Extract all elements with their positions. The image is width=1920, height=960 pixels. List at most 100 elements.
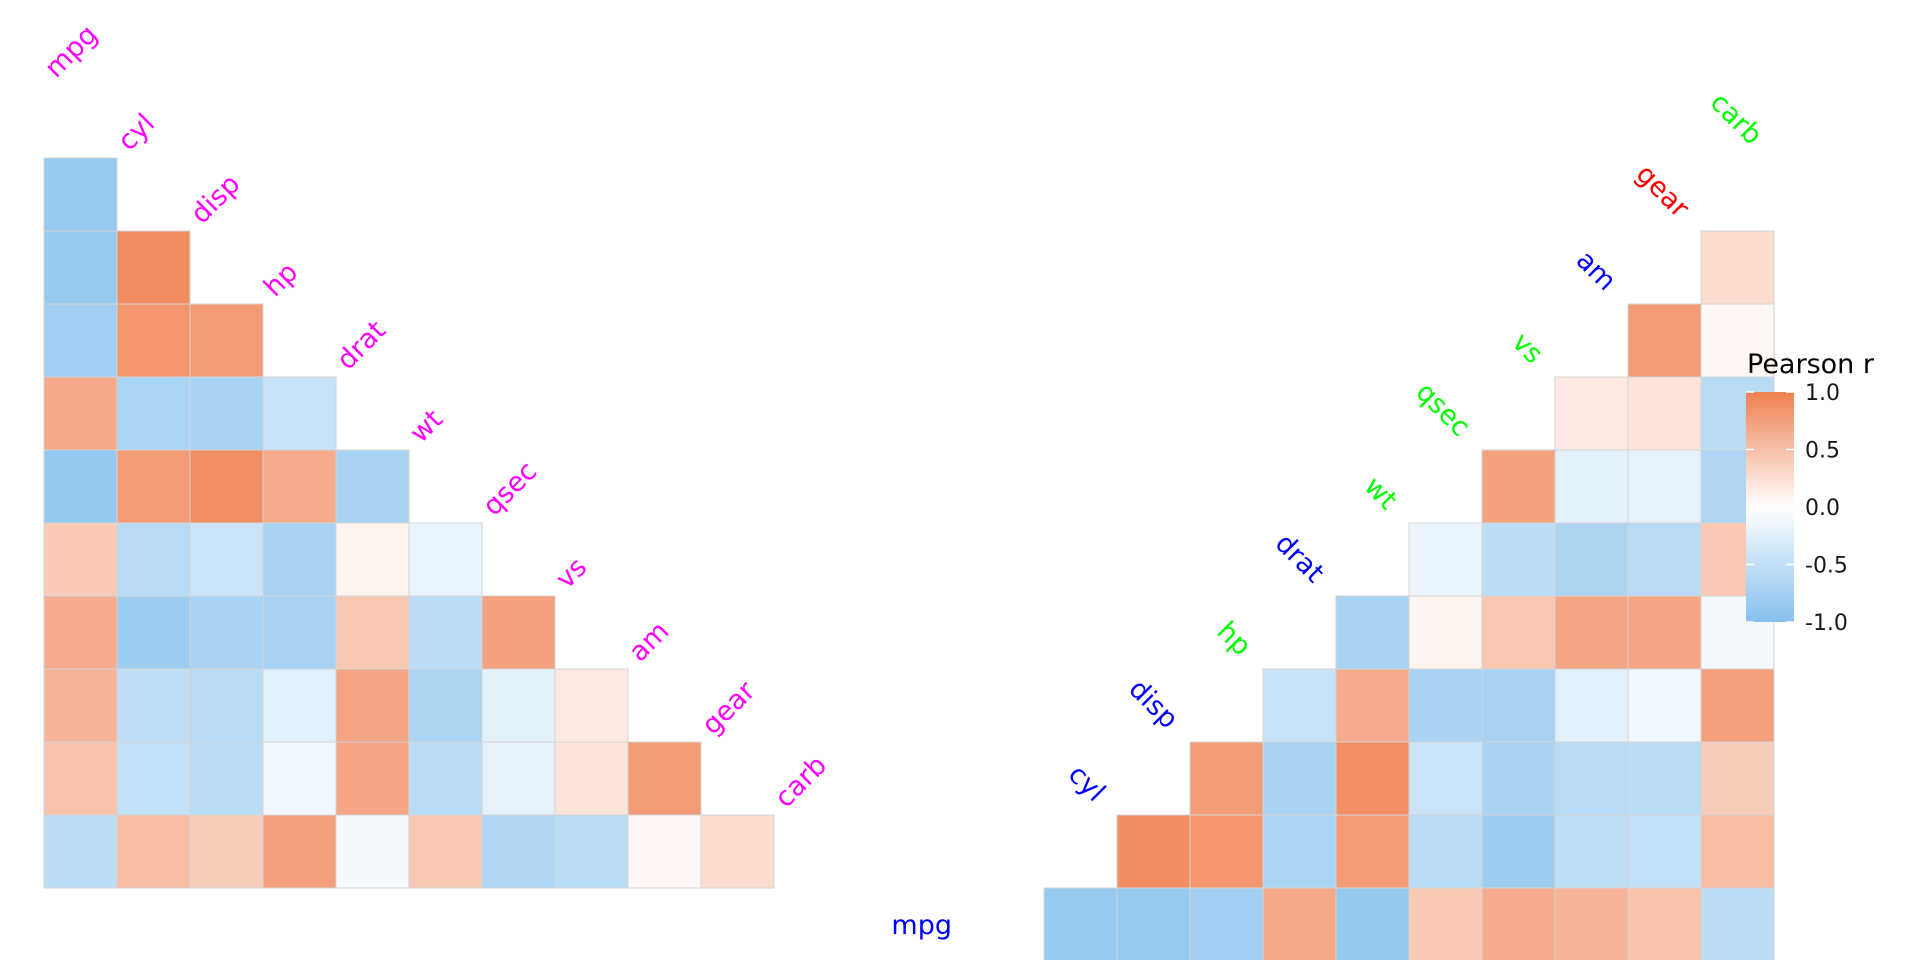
left-cell-carb-am	[627, 814, 702, 889]
left-cell-drat-mpg	[43, 376, 118, 451]
right-cell-wt-gear	[1627, 522, 1702, 597]
right-cell-cyl-am	[1554, 814, 1629, 889]
left-cell-gear-drat	[335, 741, 410, 816]
left-label-carb: carb	[769, 750, 833, 814]
right-cell-am-gear	[1627, 303, 1702, 378]
right-cell-am-carb	[1700, 303, 1775, 378]
left-cell-qsec-mpg	[43, 522, 118, 597]
left-cell-hp-mpg	[43, 303, 118, 378]
left-cell-drat-hp	[262, 376, 337, 451]
left-cell-wt-hp	[262, 449, 337, 524]
left-cell-wt-disp	[189, 449, 264, 524]
right-label-gear: gear	[1630, 159, 1696, 225]
left-cell-am-cyl	[116, 668, 191, 743]
left-cell-drat-disp	[189, 376, 264, 451]
right-cell-disp-qsec	[1408, 741, 1483, 816]
left-cell-am-drat	[335, 668, 410, 743]
right-cell-mpg-drat	[1262, 887, 1337, 960]
right-cell-drat-gear	[1627, 595, 1702, 670]
left-cell-am-disp	[189, 668, 264, 743]
right-cell-gear-carb	[1700, 230, 1775, 305]
right-cell-cyl-disp	[1116, 814, 1191, 889]
legend-title: Pearson r	[1747, 349, 1875, 380]
right-cell-drat-qsec	[1408, 595, 1483, 670]
left-label-am: am	[623, 616, 675, 668]
right-cell-disp-drat	[1262, 741, 1337, 816]
right-cell-cyl-gear	[1627, 814, 1702, 889]
right-cell-vs-gear	[1627, 376, 1702, 451]
right-cell-qsec-am	[1554, 449, 1629, 524]
left-cell-qsec-hp	[262, 522, 337, 597]
left-cell-wt-mpg	[43, 449, 118, 524]
right-cell-drat-vs	[1481, 595, 1556, 670]
left-cell-disp-cyl	[116, 230, 191, 305]
left-cell-vs-qsec	[481, 595, 556, 670]
left-label-qsec: qsec	[477, 456, 543, 522]
right-cell-mpg-disp	[1116, 887, 1191, 960]
legend-tick-label: 0.5	[1805, 439, 1840, 464]
legend-tick-label: -1.0	[1805, 611, 1848, 636]
left-label-cyl: cyl	[112, 108, 161, 157]
right-cell-hp-qsec	[1408, 668, 1483, 743]
right-cell-hp-carb	[1700, 668, 1775, 743]
left-cell-am-qsec	[481, 668, 556, 743]
left-label-mpg: mpg	[39, 19, 104, 84]
right-cell-wt-vs	[1481, 522, 1556, 597]
left-label-drat: drat	[331, 315, 392, 376]
right-cell-qsec-vs	[1481, 449, 1556, 524]
left-cell-vs-mpg	[43, 595, 118, 670]
left-cell-carb-gear	[700, 814, 775, 889]
left-cell-gear-disp	[189, 741, 264, 816]
right-cell-hp-gear	[1627, 668, 1702, 743]
right-cell-cyl-carb	[1700, 814, 1775, 889]
left-cell-drat-cyl	[116, 376, 191, 451]
left-cell-hp-disp	[189, 303, 264, 378]
left-cell-gear-qsec	[481, 741, 556, 816]
right-label-qsec: qsec	[1410, 377, 1476, 443]
right-label-disp: disp	[1123, 674, 1184, 735]
right-cell-cyl-vs	[1481, 814, 1556, 889]
left-cell-am-wt	[408, 668, 483, 743]
left-cell-wt-drat	[335, 449, 410, 524]
left-cell-gear-am	[627, 741, 702, 816]
right-cell-disp-am	[1554, 741, 1629, 816]
left-label-gear: gear	[696, 675, 762, 741]
right-cell-mpg-wt	[1335, 887, 1410, 960]
left-cell-carb-vs	[554, 814, 629, 889]
left-label-hp: hp	[258, 257, 304, 303]
right-cell-drat-wt	[1335, 595, 1410, 670]
right-cell-hp-wt	[1335, 668, 1410, 743]
right-label-am: am	[1570, 245, 1622, 297]
left-cell-qsec-wt	[408, 522, 483, 597]
right-cell-drat-am	[1554, 595, 1629, 670]
right-cell-mpg-hp	[1189, 887, 1264, 960]
left-cell-gear-cyl	[116, 741, 191, 816]
right-cell-mpg-vs	[1481, 887, 1556, 960]
left-cell-am-vs	[554, 668, 629, 743]
left-cell-gear-mpg	[43, 741, 118, 816]
left-cell-carb-hp	[262, 814, 337, 889]
left-cell-carb-drat	[335, 814, 410, 889]
left-cell-carb-qsec	[481, 814, 556, 889]
left-cell-wt-cyl	[116, 449, 191, 524]
left-cell-carb-wt	[408, 814, 483, 889]
right-cell-vs-am	[1554, 376, 1629, 451]
left-cell-hp-cyl	[116, 303, 191, 378]
right-cell-cyl-hp	[1189, 814, 1264, 889]
legend-tick-label: 1.0	[1805, 381, 1840, 406]
right-cell-cyl-drat	[1262, 814, 1337, 889]
right-label-hp: hp	[1211, 616, 1257, 662]
left-cell-carb-disp	[189, 814, 264, 889]
left-cell-vs-wt	[408, 595, 483, 670]
legend-tick-label: -0.5	[1805, 554, 1848, 579]
right-cell-disp-carb	[1700, 741, 1775, 816]
left-cell-qsec-cyl	[116, 522, 191, 597]
left-cell-carb-mpg	[43, 814, 118, 889]
left-cell-vs-cyl	[116, 595, 191, 670]
left-cell-carb-cyl	[116, 814, 191, 889]
right-cell-hp-am	[1554, 668, 1629, 743]
left-cell-gear-vs	[554, 741, 629, 816]
right-cell-wt-qsec	[1408, 522, 1483, 597]
